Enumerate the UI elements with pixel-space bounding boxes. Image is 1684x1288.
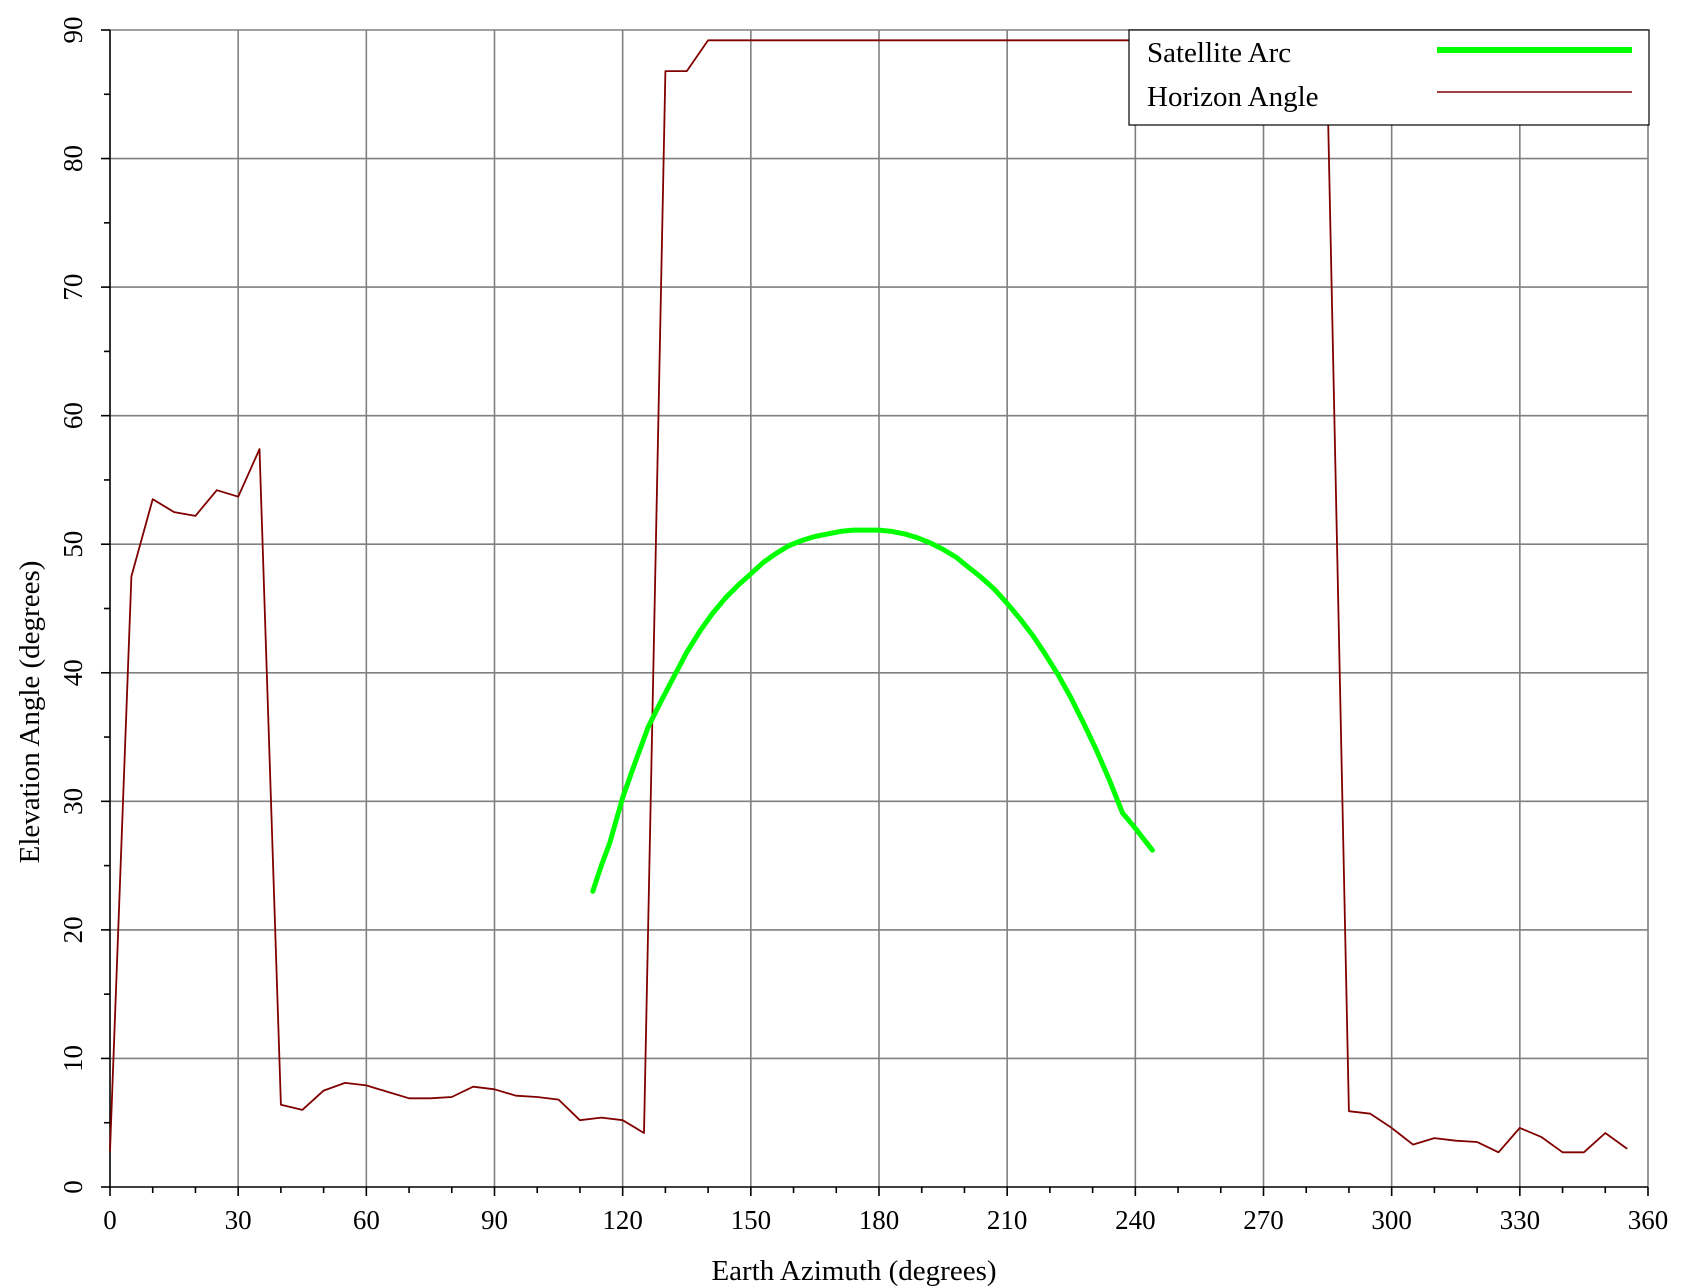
x-tick-label: 0 <box>103 1205 117 1235</box>
x-tick-label: 240 <box>1115 1205 1156 1235</box>
legend-label-horizon-angle: Horizon Angle <box>1147 81 1319 113</box>
x-tick-label: 180 <box>859 1205 900 1235</box>
y-tick-label: 60 <box>58 402 88 429</box>
y-tick-label: 30 <box>58 788 88 815</box>
x-tick-label: 60 <box>353 1205 380 1235</box>
y-axis-label: Elevation Angle (degrees) <box>14 561 46 864</box>
series-line-horizon-angle <box>109 39 1628 1154</box>
x-tick-label: 270 <box>1243 1205 1284 1235</box>
y-tick-label: 0 <box>58 1180 88 1194</box>
grid-lines <box>110 29 1649 1187</box>
x-tick-label: 90 <box>481 1205 508 1235</box>
legend-box <box>1128 29 1650 126</box>
axes: 0 30 60 90 120 150 180 210 240 270 300 330 360 0 10 20 3… <box>58 17 1668 1236</box>
x-tick-label: 150 <box>731 1205 772 1235</box>
y-tick-label: 70 <box>58 274 88 301</box>
y-tick-label: 90 <box>58 17 88 44</box>
legend-label-satellite-arc: Satellite Arc <box>1147 37 1291 69</box>
legend: Satellite Arc Horizon Angle <box>1128 29 1650 126</box>
x-tick-label: 30 <box>225 1205 252 1235</box>
y-tick-label: 50 <box>58 531 88 558</box>
x-tick-label: 330 <box>1500 1205 1541 1235</box>
y-tick-label: 40 <box>58 659 88 686</box>
x-tick-label: 120 <box>602 1205 643 1235</box>
x-axis-label: Earth Azimuth (degrees) <box>711 1255 996 1287</box>
x-tick-label: 360 <box>1628 1205 1669 1235</box>
series-line-satellite-arc <box>590 527 1155 894</box>
x-tick-label: 210 <box>987 1205 1028 1235</box>
y-tick-label: 20 <box>58 916 88 943</box>
x-tick-label: 300 <box>1371 1205 1412 1235</box>
y-tick-label: 10 <box>58 1045 88 1072</box>
series-lines <box>109 39 1628 1154</box>
y-tick-label: 80 <box>58 145 88 172</box>
